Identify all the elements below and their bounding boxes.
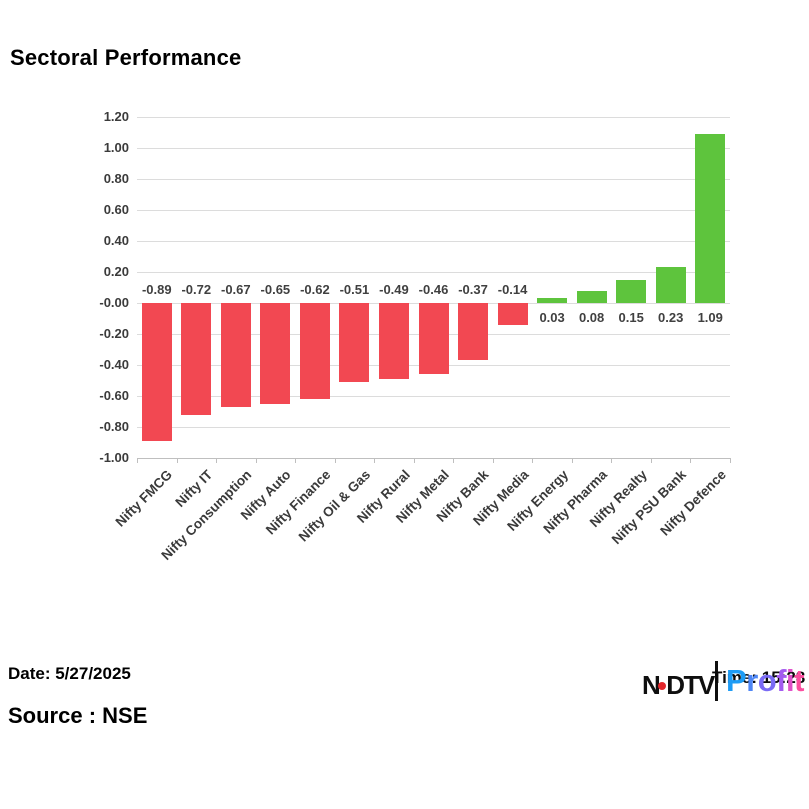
bar-value-label: 0.08 [578, 310, 605, 325]
ndtv-red-dot-icon [658, 682, 667, 691]
date-label: Date: 5/27/2025 [8, 664, 131, 683]
y-tick-label: 1.20 [103, 109, 129, 124]
bar-nifty-energy [537, 298, 568, 303]
x-tick-mark [492, 458, 494, 463]
ndtv-letter-n: N [642, 670, 661, 700]
profit-letter: t [794, 663, 804, 698]
x-tick-mark [571, 458, 573, 463]
bar-nifty-rural [378, 303, 409, 379]
bar-value-label: 0.03 [539, 310, 565, 325]
gridline [137, 427, 730, 428]
bar-value-label: -0.65 [260, 282, 291, 297]
bar-nifty-consumption [220, 303, 251, 407]
gridline [137, 210, 730, 211]
bar-nifty-realty [616, 279, 647, 303]
gridline [137, 117, 730, 118]
y-tick-label: 0.80 [103, 171, 129, 186]
y-tick-label: -1.00 [99, 450, 129, 465]
bar-nifty-oil-gas [339, 303, 370, 383]
bar-nifty-defence [695, 134, 726, 303]
x-tick-mark [730, 458, 731, 463]
y-tick-label: -0.00 [99, 295, 129, 310]
gridline [137, 396, 730, 397]
x-tick-mark [374, 458, 376, 463]
x-axis-line [137, 458, 730, 459]
x-category-label: Nifty FMCG [112, 467, 176, 530]
bar-nifty-media [497, 303, 528, 325]
bar-value-label: -0.14 [497, 282, 528, 297]
y-tick-label: 0.40 [103, 233, 129, 248]
time-label: Time: 15:28 [712, 668, 806, 687]
profit-letter: f [776, 663, 787, 698]
bar-nifty-bank [458, 303, 489, 361]
bar-value-label: -0.72 [181, 282, 212, 297]
y-tick-label: -0.40 [99, 357, 129, 372]
y-tick-label: 0.60 [103, 202, 129, 217]
bar-value-label: 0.15 [618, 310, 644, 325]
ndtv-profit-logo: Time: 15:28 N DTV Profit [640, 659, 808, 711]
y-tick-label: -0.60 [99, 388, 129, 403]
bar-value-label: -0.67 [221, 282, 251, 297]
ndtv-wordmark: N DTV [642, 670, 715, 701]
x-tick-mark [216, 458, 218, 463]
bar-value-label: -0.62 [300, 282, 330, 297]
x-tick-mark [176, 458, 178, 463]
x-tick-mark [453, 458, 455, 463]
ndtv-letters-dtv: DTV [666, 670, 715, 700]
bar-value-label: -0.49 [379, 282, 409, 297]
bar-nifty-finance [299, 303, 330, 400]
bar-value-label: -0.51 [339, 282, 370, 297]
profit-letter: o [757, 663, 777, 698]
bar-value-label: -0.37 [458, 282, 488, 297]
bar-nifty-it [181, 303, 212, 415]
x-tick-mark [255, 458, 257, 463]
gridline [137, 148, 730, 149]
x-tick-mark [295, 458, 297, 463]
gridline [137, 272, 730, 273]
bar-chart-plot-area: -0.89 -0.72 -0.67 -0.65 -0.62 -0.51 -0.49 -0.46… [137, 117, 731, 463]
page-title: Sectoral Performance [10, 45, 242, 70]
bar-value-label: 0.23 [658, 310, 684, 325]
profit-wordmark: Profit [726, 663, 804, 699]
bar-nifty-pharma [576, 290, 607, 303]
bar-nifty-auto [260, 303, 291, 404]
y-tick-label: 0.20 [103, 264, 129, 279]
x-tick-mark [650, 458, 652, 463]
bar-nifty-metal [418, 303, 449, 375]
x-tick-mark [690, 458, 692, 463]
profit-letter: i [786, 663, 795, 698]
x-tick-mark [334, 458, 336, 463]
bar-value-label: -0.46 [418, 282, 449, 297]
y-tick-label: 1.00 [103, 140, 129, 155]
x-tick-mark [611, 458, 613, 463]
bar-value-label: 1.09 [697, 310, 723, 325]
profit-letter: r [746, 663, 758, 698]
logo-divider-bar [715, 661, 718, 701]
x-tick-mark [137, 458, 138, 463]
gridline [137, 179, 730, 180]
bar-nifty-fmcg [141, 303, 172, 441]
y-tick-label: -0.80 [99, 419, 129, 434]
y-tick-label: -0.20 [99, 326, 129, 341]
gridline [137, 241, 730, 242]
bar-nifty-psu-bank [655, 267, 686, 303]
profit-letter: P [726, 663, 747, 698]
source-label: Source : NSE [8, 703, 148, 728]
bar-value-label: -0.89 [141, 282, 172, 297]
x-tick-mark [532, 458, 534, 463]
x-category-label: Nifty Oil & Gas [295, 467, 374, 545]
x-tick-mark [413, 458, 415, 463]
